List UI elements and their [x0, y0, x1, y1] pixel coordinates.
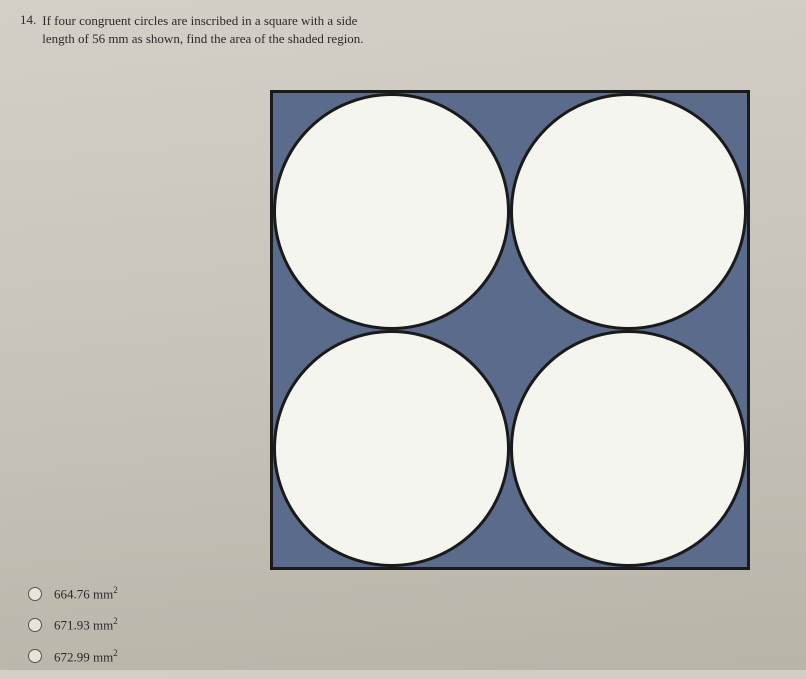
radio-icon[interactable]	[28, 618, 42, 632]
answer-label: 671.93 mm2	[54, 616, 118, 633]
answer-list: 664.76 mm2 671.93 mm2 672.99 mm2	[28, 585, 118, 679]
circle-top-left	[273, 93, 510, 330]
answer-value: 672.99 mm	[54, 649, 113, 664]
circle-top-right	[510, 93, 747, 330]
answer-label: 664.76 mm2	[54, 585, 118, 602]
question-line2: length of 56 mm as shown, find the area …	[42, 31, 363, 46]
circle-bottom-right	[510, 330, 747, 567]
answer-exp: 2	[113, 616, 118, 626]
question-text: If four congruent circles are inscribed …	[42, 12, 363, 47]
radio-icon[interactable]	[28, 587, 42, 601]
question-number: 14.	[20, 12, 36, 47]
question-block: 14. If four congruent circles are inscri…	[20, 12, 786, 47]
figure-square	[270, 90, 750, 570]
answer-value: 671.93 mm	[54, 618, 113, 633]
answer-exp: 2	[113, 585, 118, 595]
circle-bottom-left	[273, 330, 510, 567]
answer-option[interactable]: 671.93 mm2	[28, 616, 118, 633]
radio-icon[interactable]	[28, 649, 42, 663]
answer-option[interactable]: 664.76 mm2	[28, 585, 118, 602]
answer-exp: 2	[113, 648, 118, 658]
answer-value: 664.76 mm	[54, 586, 113, 601]
answer-option[interactable]: 672.99 mm2	[28, 648, 118, 665]
question-line1: If four congruent circles are inscribed …	[42, 13, 357, 28]
answer-label: 672.99 mm2	[54, 648, 118, 665]
